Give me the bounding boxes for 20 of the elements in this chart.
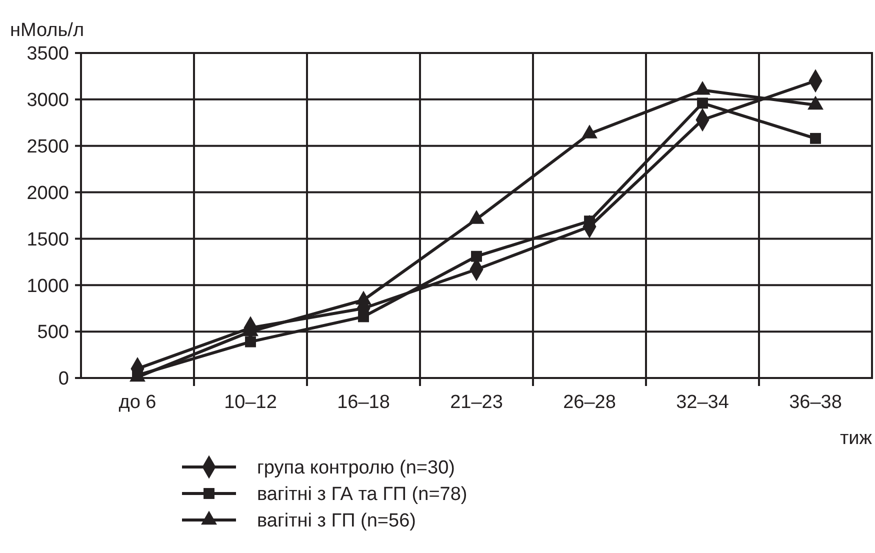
y-axis-title: нМоль/л bbox=[10, 20, 84, 41]
legend-label: вагітні з ГА та ГП (n=78) bbox=[257, 484, 468, 506]
x-tick-label: 36–38 bbox=[789, 392, 842, 413]
x-tick-label: 10–12 bbox=[224, 392, 277, 413]
y-tick-label: 0 bbox=[58, 368, 69, 390]
x-tick-label: 21–23 bbox=[450, 392, 503, 413]
y-tick-label: 3000 bbox=[26, 90, 69, 112]
legend-label: вагітні з ГП (n=56) bbox=[257, 510, 416, 532]
y-tick-label: 1500 bbox=[26, 229, 69, 250]
x-axis-title: тиж bbox=[840, 428, 872, 449]
y-tick-label: 500 bbox=[37, 322, 69, 344]
x-tick-label: 26–28 bbox=[563, 392, 616, 413]
y-tick-label: 1000 bbox=[26, 276, 69, 297]
x-tick-label: до 6 bbox=[118, 392, 156, 413]
legend-label: група контролю (n=30) bbox=[257, 458, 455, 479]
x-tick-label: 16–18 bbox=[337, 392, 390, 413]
x-tick-label: 32–34 bbox=[676, 392, 730, 413]
y-tick-label: 2000 bbox=[26, 182, 69, 204]
y-tick-label: 3500 bbox=[26, 44, 69, 65]
y-tick-label: 2500 bbox=[26, 136, 69, 158]
